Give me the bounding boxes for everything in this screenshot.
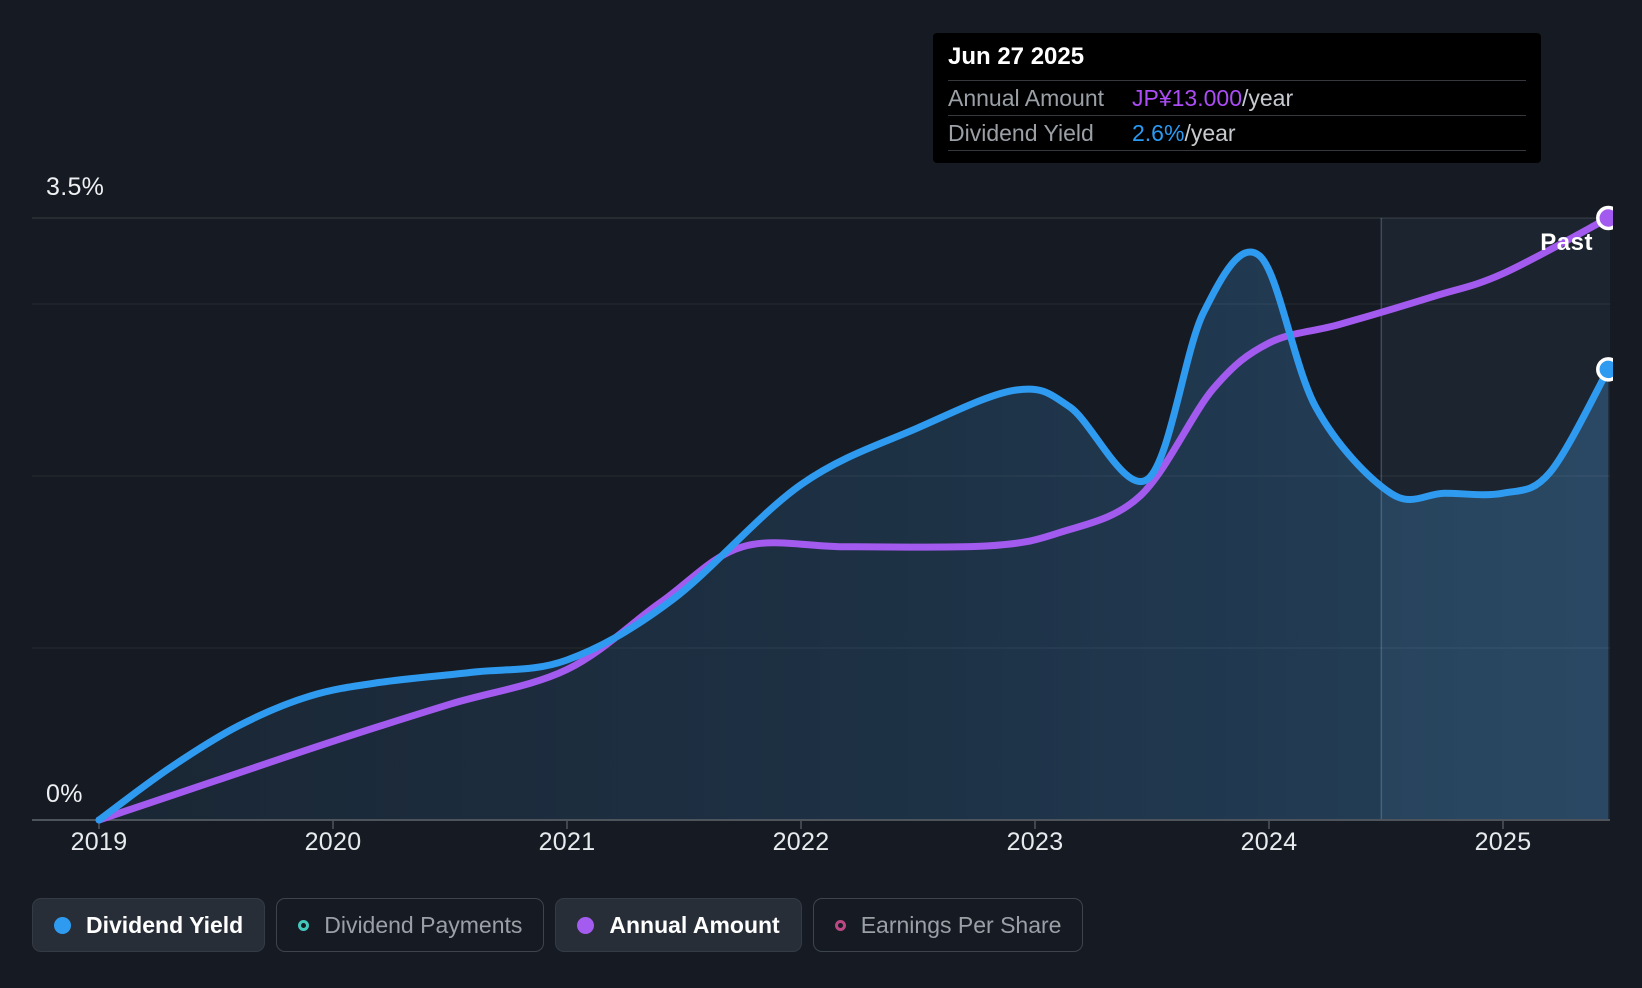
tooltip-suffix: /year bbox=[1184, 119, 1236, 146]
past-year-highlight-band bbox=[1381, 218, 1610, 820]
x-tick-2019: 2019 bbox=[70, 828, 128, 856]
x-tick-2022: 2022 bbox=[772, 828, 830, 856]
dividend-yield-area-fill bbox=[99, 251, 1609, 820]
dividend-payments-ring-icon bbox=[298, 919, 310, 931]
legend-label: Annual Amount bbox=[609, 911, 780, 938]
x-tick-2021: 2021 bbox=[538, 828, 596, 856]
x-tick-2024: 2024 bbox=[1240, 828, 1298, 856]
legend-label: Dividend Payments bbox=[324, 911, 523, 938]
legend-button-dividend-yield[interactable]: Dividend Yield bbox=[32, 898, 266, 952]
tooltip-row-dividend-yield: Dividend Yield 2.6%/year bbox=[948, 116, 1526, 151]
x-tick-2023: 2023 bbox=[1006, 828, 1064, 856]
legend-button-annual-amount[interactable]: Annual Amount bbox=[555, 898, 802, 952]
tooltip-value: 2.6% bbox=[1132, 119, 1185, 146]
annual-amount-dot-icon bbox=[577, 916, 595, 934]
y-axis-bottom-label: 0% bbox=[46, 780, 83, 808]
chart-canvas[interactable] bbox=[0, 0, 1613, 872]
earnings-per-share-ring-icon bbox=[834, 919, 846, 931]
legend-label: Earnings Per Share bbox=[860, 911, 1062, 938]
tooltip-suffix: /year bbox=[1241, 84, 1294, 111]
x-tick-2025: 2025 bbox=[1474, 828, 1532, 856]
chart-legend: Dividend Yield Dividend Payments Annual … bbox=[32, 898, 1084, 952]
tooltip-label: Dividend Yield bbox=[948, 119, 1094, 146]
tooltip-value: JP¥13.000 bbox=[1132, 84, 1242, 111]
dividend-yield-line bbox=[95, 248, 1612, 824]
chart-tooltip: Jun 27 2025 Annual Amount JP¥13.000/year… bbox=[933, 33, 1541, 163]
dividend-yield-dot-icon bbox=[54, 916, 71, 934]
tooltip-label: Annual Amount bbox=[948, 84, 1105, 111]
legend-button-earnings-per-share[interactable]: Earnings Per Share bbox=[812, 898, 1084, 952]
past-region-label: Past bbox=[1540, 229, 1593, 256]
tooltip-date: Jun 27 2025 bbox=[948, 33, 1526, 81]
legend-label: Dividend Yield bbox=[86, 911, 244, 938]
tooltip-row-annual-amount: Annual Amount JP¥13.000/year bbox=[948, 81, 1526, 116]
dividend-yield-endpoint-marker bbox=[1596, 357, 1613, 382]
y-axis-top-label: 3.5% bbox=[46, 173, 105, 201]
annual-amount-line bbox=[95, 214, 1612, 824]
annual-amount-endpoint-marker bbox=[1596, 205, 1613, 231]
legend-button-dividend-payments[interactable]: Dividend Payments bbox=[276, 898, 545, 952]
x-tick-2020: 2020 bbox=[304, 828, 362, 856]
